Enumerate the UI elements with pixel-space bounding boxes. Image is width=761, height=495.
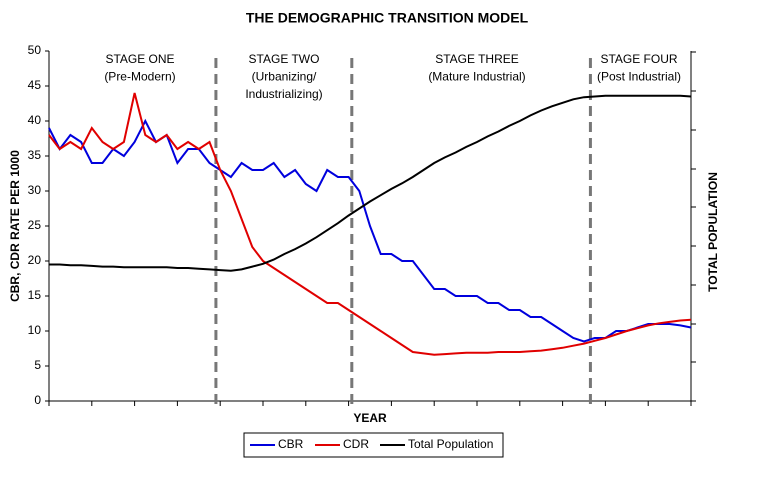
stage-label: Industrializing) [245,87,322,101]
y-tick-label: 50 [28,43,42,57]
stage-label: (Urbanizing/ [252,70,317,84]
y-tick-label: 10 [28,323,42,337]
stage-label: (Mature Industrial) [428,70,525,84]
stage-label: STAGE ONE [105,52,174,66]
stage-label: (Post Industrial) [597,70,681,84]
series-line [48,92,692,356]
stage-label: STAGE THREE [435,52,519,66]
stage-label: (Pre-Modern) [104,70,175,84]
y-tick-label: 35 [28,148,42,162]
y-tick-label: 20 [28,253,42,267]
y-tick-label: 40 [28,113,42,127]
legend-label: CBR [278,437,304,451]
y2-axis-title: TOTAL POPULATION [706,172,720,292]
stage-label: STAGE TWO [249,52,320,66]
legend [243,432,504,458]
y2-axis-ticks [691,51,696,402]
legend-label: CDR [343,437,369,451]
series-line [49,94,692,272]
y-tick-label: 5 [34,358,41,372]
y-tick-label: 30 [28,183,42,197]
y-tick-label: 0 [34,393,41,407]
y-axis-title: CBR, CDR RATE PER 1000 [8,150,22,302]
chart-title: THE DEMOGRAPHIC TRANSITION MODEL [246,10,529,26]
y-tick-label: 25 [28,218,42,232]
y-tick-label: 15 [28,288,42,302]
x-axis-title: YEAR [353,411,387,425]
y-tick-label: 45 [28,78,42,92]
stage-label: STAGE FOUR [600,52,677,66]
legend-label: Total Population [408,437,493,451]
